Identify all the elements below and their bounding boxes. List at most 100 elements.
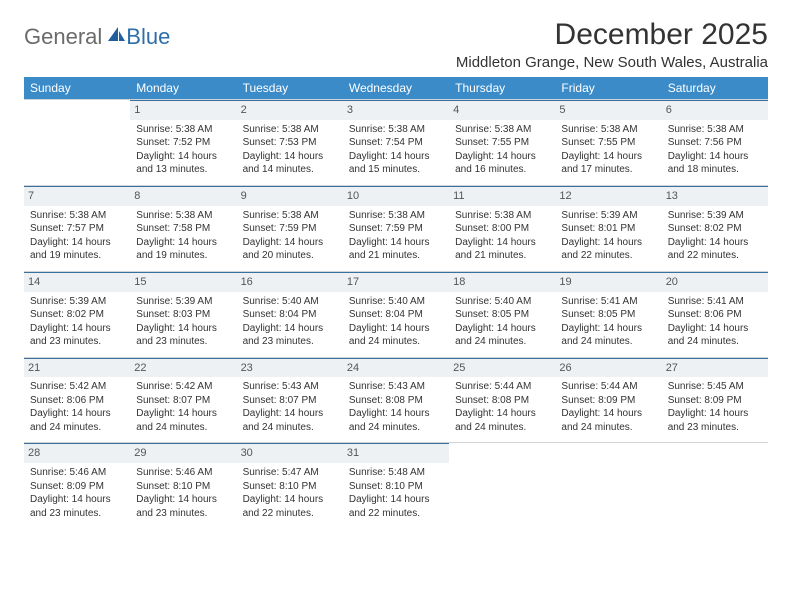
sunset-text: Sunset: 8:00 PM	[455, 222, 549, 236]
daylight-text: Daylight: 14 hours and 24 minutes.	[561, 407, 655, 434]
sunset-text: Sunset: 7:52 PM	[136, 136, 230, 150]
calendar-row: 21Sunrise: 5:42 AMSunset: 8:06 PMDayligh…	[24, 357, 768, 443]
calendar-cell: 8Sunrise: 5:38 AMSunset: 7:58 PMDaylight…	[130, 185, 236, 271]
calendar-cell	[24, 100, 130, 186]
day-number: 11	[449, 186, 555, 206]
calendar-cell: 4Sunrise: 5:38 AMSunset: 7:55 PMDaylight…	[449, 100, 555, 186]
calendar-cell	[662, 443, 768, 528]
calendar-cell: 12Sunrise: 5:39 AMSunset: 8:01 PMDayligh…	[555, 185, 661, 271]
calendar-cell: 19 Sunrise: 5:41 AMSunset: 8:05 PMDayligh…	[555, 271, 661, 357]
daylight-text: Daylight: 14 hours and 20 minutes.	[243, 236, 337, 263]
daylight-text: Daylight: 14 hours and 22 minutes.	[561, 236, 655, 263]
sunrise-text: Sunrise: 5:45 AM	[668, 380, 762, 394]
sunset-text: Sunset: 8:02 PM	[668, 222, 762, 236]
day-number: 10	[343, 186, 449, 206]
day-number: 27	[662, 358, 768, 378]
daylight-text: Daylight: 14 hours and 23 minutes.	[136, 493, 230, 520]
calendar-cell: 13Sunrise: 5:39 AMSunset: 8:02 PMDayligh…	[662, 185, 768, 271]
calendar-cell: 28Sunrise: 5:46 AMSunset: 8:09 PMDayligh…	[24, 443, 130, 528]
daylight-text: Daylight: 14 hours and 24 minutes.	[455, 322, 549, 349]
day-number: 4	[449, 100, 555, 120]
daylight-text: Daylight: 14 hours and 24 minutes.	[561, 322, 655, 349]
calendar-cell: 6Sunrise: 5:38 AMSunset: 7:56 PMDaylight…	[662, 100, 768, 186]
header: General Blue December 2025 Middleton Gra…	[24, 18, 768, 71]
day-header: Friday	[555, 77, 661, 100]
daylight-text: Daylight: 14 hours and 23 minutes.	[30, 322, 124, 349]
sunrise-text: Sunrise: 5:38 AM	[136, 209, 230, 223]
day-number: 16	[237, 272, 343, 292]
sunset-text: Sunset: 8:04 PM	[243, 308, 337, 322]
sunrise-text: Sunrise: 5:41 AM	[561, 295, 655, 309]
sunrise-text: Sunrise: 5:38 AM	[455, 123, 549, 137]
day-number: 21	[24, 358, 130, 378]
day-number: 19	[555, 272, 661, 292]
sunrise-text: Sunrise: 5:46 AM	[136, 466, 230, 480]
calendar-cell: 23Sunrise: 5:43 AMSunset: 8:07 PMDayligh…	[237, 357, 343, 443]
calendar-cell: 2Sunrise: 5:38 AMSunset: 7:53 PMDaylight…	[237, 100, 343, 186]
day-number: 12	[555, 186, 661, 206]
sunrise-text: Sunrise: 5:38 AM	[30, 209, 124, 223]
day-number: 17	[343, 272, 449, 292]
calendar-cell: 16 Sunrise: 5:40 AMSunset: 8:04 PMDayligh…	[237, 271, 343, 357]
sunrise-text: Sunrise: 5:38 AM	[668, 123, 762, 137]
sunrise-text: Sunrise: 5:39 AM	[668, 209, 762, 223]
sunset-text: Sunset: 7:56 PM	[668, 136, 762, 150]
daylight-text: Daylight: 14 hours and 21 minutes.	[349, 236, 443, 263]
day-number: 14	[24, 272, 130, 292]
sunrise-text: Sunrise: 5:47 AM	[243, 466, 337, 480]
sunrise-text: Sunrise: 5:39 AM	[561, 209, 655, 223]
calendar-row: 28Sunrise: 5:46 AMSunset: 8:09 PMDayligh…	[24, 443, 768, 528]
sunset-text: Sunset: 8:08 PM	[455, 394, 549, 408]
calendar-cell: 5Sunrise: 5:38 AMSunset: 7:55 PMDaylight…	[555, 100, 661, 186]
day-number: 29	[130, 443, 236, 463]
day-number: 28	[24, 443, 130, 463]
sunrise-text: Sunrise: 5:43 AM	[349, 380, 443, 394]
calendar-cell	[449, 443, 555, 528]
sunset-text: Sunset: 7:59 PM	[349, 222, 443, 236]
day-number: 6	[662, 100, 768, 120]
sunrise-text: Sunrise: 5:38 AM	[349, 209, 443, 223]
day-number: 31	[343, 443, 449, 463]
calendar-cell: 7Sunrise: 5:38 AMSunset: 7:57 PMDaylight…	[24, 185, 130, 271]
day-number: 8	[130, 186, 236, 206]
sunset-text: Sunset: 8:09 PM	[561, 394, 655, 408]
day-number: 7	[24, 186, 130, 206]
sunset-text: Sunset: 8:05 PM	[561, 308, 655, 322]
sunrise-text: Sunrise: 5:38 AM	[243, 123, 337, 137]
daylight-text: Daylight: 14 hours and 24 minutes.	[668, 322, 762, 349]
daylight-text: Daylight: 14 hours and 15 minutes.	[349, 150, 443, 177]
sunrise-text: Sunrise: 5:38 AM	[136, 123, 230, 137]
sunrise-text: Sunrise: 5:42 AM	[136, 380, 230, 394]
day-number: 15	[130, 272, 236, 292]
brand-word-1: General	[24, 24, 102, 50]
sunrise-text: Sunrise: 5:40 AM	[243, 295, 337, 309]
sunrise-text: Sunrise: 5:38 AM	[455, 209, 549, 223]
sunrise-text: Sunrise: 5:38 AM	[243, 209, 337, 223]
daylight-text: Daylight: 14 hours and 23 minutes.	[243, 322, 337, 349]
day-number: 18	[449, 272, 555, 292]
sunset-text: Sunset: 8:10 PM	[136, 480, 230, 494]
sunset-text: Sunset: 8:09 PM	[30, 480, 124, 494]
daylight-text: Daylight: 14 hours and 23 minutes.	[30, 493, 124, 520]
sunset-text: Sunset: 8:07 PM	[136, 394, 230, 408]
sunset-text: Sunset: 7:55 PM	[561, 136, 655, 150]
daylight-text: Daylight: 14 hours and 24 minutes.	[349, 322, 443, 349]
calendar-cell: 26Sunrise: 5:44 AMSunset: 8:09 PMDayligh…	[555, 357, 661, 443]
day-header: Wednesday	[343, 77, 449, 100]
daylight-text: Daylight: 14 hours and 24 minutes.	[243, 407, 337, 434]
sunrise-text: Sunrise: 5:48 AM	[349, 466, 443, 480]
calendar-cell: 20Sunrise: 5:41 AMSunset: 8:06 PMDayligh…	[662, 271, 768, 357]
sunset-text: Sunset: 7:58 PM	[136, 222, 230, 236]
sunset-text: Sunset: 8:07 PM	[243, 394, 337, 408]
day-number: 2	[237, 100, 343, 120]
calendar-cell: 24Sunrise: 5:43 AMSunset: 8:08 PMDayligh…	[343, 357, 449, 443]
daylight-text: Daylight: 14 hours and 24 minutes.	[455, 407, 549, 434]
day-header: Sunday	[24, 77, 130, 100]
calendar-cell: 18Sunrise: 5:40 AMSunset: 8:05 PMDayligh…	[449, 271, 555, 357]
sunset-text: Sunset: 7:54 PM	[349, 136, 443, 150]
daylight-text: Daylight: 14 hours and 24 minutes.	[349, 407, 443, 434]
sunset-text: Sunset: 8:09 PM	[668, 394, 762, 408]
day-number: 23	[237, 358, 343, 378]
sunrise-text: Sunrise: 5:41 AM	[668, 295, 762, 309]
page-title: December 2025	[456, 18, 768, 52]
